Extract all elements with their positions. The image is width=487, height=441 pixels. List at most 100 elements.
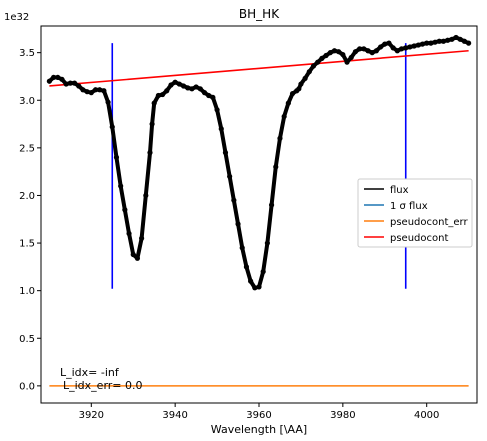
flux-point bbox=[172, 79, 178, 85]
flux-point bbox=[352, 49, 359, 55]
flux-point bbox=[445, 37, 451, 43]
flux-point bbox=[84, 89, 90, 95]
flux-point bbox=[122, 207, 128, 213]
flux-point bbox=[80, 87, 86, 93]
flux-point bbox=[449, 36, 455, 42]
flux-point bbox=[331, 48, 338, 54]
flux-point bbox=[185, 85, 191, 91]
flux-point bbox=[394, 48, 400, 54]
flux-point bbox=[361, 46, 367, 52]
flux-point bbox=[298, 81, 304, 87]
flux-point bbox=[264, 240, 270, 246]
flux-point bbox=[197, 86, 203, 92]
x-tick-label: 3920 bbox=[79, 410, 104, 421]
y-tick-label: 2.5 bbox=[19, 143, 35, 154]
flux-point bbox=[109, 124, 115, 130]
flux-point bbox=[214, 107, 220, 113]
legend-label-pseudocont-err: pseudocont_err bbox=[390, 217, 468, 228]
flux-point bbox=[285, 100, 291, 106]
flux-point bbox=[55, 74, 61, 81]
flux-point bbox=[436, 38, 442, 44]
flux-point bbox=[59, 76, 65, 82]
flux-point bbox=[419, 41, 426, 47]
flux-point bbox=[348, 54, 354, 61]
flux-point bbox=[461, 38, 468, 44]
flux-point bbox=[193, 84, 199, 90]
x-tick-label: 3960 bbox=[246, 410, 271, 421]
y-tick-label: 0.5 bbox=[19, 334, 35, 345]
flux-point bbox=[159, 91, 166, 98]
flux-point bbox=[373, 48, 379, 54]
flux-point bbox=[340, 51, 346, 58]
chart-title: BH_HK bbox=[239, 7, 280, 21]
y-exponent-label: 1e32 bbox=[4, 12, 29, 23]
flux-point bbox=[390, 45, 396, 51]
flux-point bbox=[46, 78, 52, 84]
annotation-l-idx-err: L_idx_err= 0.0 bbox=[63, 379, 143, 392]
flux-point bbox=[97, 87, 103, 93]
flux-point bbox=[296, 86, 302, 92]
flux-point bbox=[130, 251, 136, 258]
flux-point bbox=[386, 40, 392, 46]
flux-point bbox=[151, 100, 157, 106]
y-tick-label: 0.0 bbox=[19, 381, 35, 392]
flux-point bbox=[369, 50, 375, 56]
flux-point bbox=[252, 285, 258, 291]
flux-point bbox=[289, 90, 296, 97]
flux-point bbox=[281, 113, 287, 120]
flux-point bbox=[134, 255, 141, 261]
x-axis-label: Wavelength [\AA] bbox=[211, 423, 307, 436]
flux-point bbox=[227, 173, 233, 180]
flux-point bbox=[319, 55, 325, 61]
flux-point bbox=[231, 197, 237, 203]
flux-point bbox=[101, 88, 107, 94]
flux-point bbox=[310, 63, 317, 69]
flux-point bbox=[113, 154, 120, 160]
flux-point bbox=[277, 135, 283, 141]
flux-point bbox=[206, 92, 212, 99]
flux-point bbox=[92, 87, 99, 93]
flux-point bbox=[407, 44, 413, 50]
legend-label-sigma: 1 σ flux bbox=[390, 201, 428, 212]
flux-point bbox=[306, 69, 312, 75]
flux-point bbox=[315, 59, 321, 65]
flux-point bbox=[365, 48, 371, 54]
flux-point bbox=[268, 202, 275, 208]
plot-area: 3920 3940 3960 3980 4000 0.0 0.5 1.0 1.5 2.0 2.5 3.… bbox=[19, 25, 478, 421]
legend: flux 1 σ flux pseudocont_err pseudocont bbox=[357, 178, 473, 248]
y-tick-label: 3.0 bbox=[19, 96, 35, 107]
x-tick-label: 3940 bbox=[162, 410, 187, 421]
flux-point bbox=[415, 42, 421, 48]
series-line-pseudocont bbox=[49, 49, 469, 87]
flux-point bbox=[243, 264, 250, 270]
annotation-l-idx: L_idx= -inf bbox=[60, 366, 120, 379]
flux-point bbox=[222, 150, 229, 156]
flux-point bbox=[71, 80, 78, 86]
flux-point bbox=[398, 46, 405, 52]
flux-point bbox=[235, 221, 241, 227]
flux-point bbox=[432, 39, 438, 45]
flux-point bbox=[327, 50, 333, 56]
flux-point bbox=[357, 46, 363, 52]
flux-point bbox=[377, 44, 384, 50]
flux-point bbox=[382, 41, 388, 47]
flux-point bbox=[67, 80, 73, 86]
legend-label-flux: flux bbox=[390, 185, 409, 196]
flux-point bbox=[428, 40, 434, 46]
flux-point bbox=[411, 43, 417, 49]
flux-point bbox=[323, 52, 329, 59]
flux-point bbox=[256, 284, 262, 290]
y-tick-label: 2.0 bbox=[19, 191, 35, 202]
flux-point bbox=[239, 245, 245, 251]
flux-point bbox=[260, 269, 266, 275]
x-tick-label: 4000 bbox=[414, 410, 439, 421]
flux-point bbox=[424, 40, 430, 46]
flux-point bbox=[201, 90, 208, 96]
flux-point bbox=[218, 126, 224, 132]
flux-point bbox=[180, 83, 187, 89]
flux-point bbox=[164, 88, 170, 94]
flux-point bbox=[63, 81, 69, 87]
annotations: L_idx= -inf L_idx_err= 0.0 bbox=[60, 366, 143, 392]
flux-point bbox=[126, 230, 132, 237]
